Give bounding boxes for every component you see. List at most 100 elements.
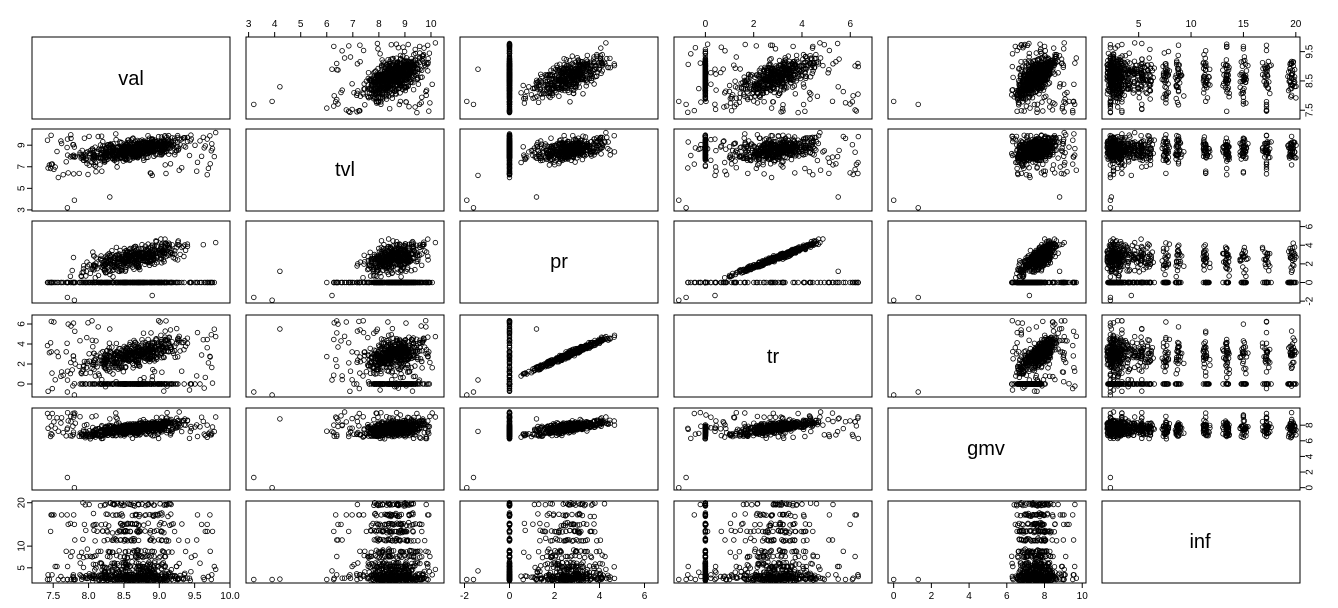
point-val-vs-inf (1293, 95, 1299, 101)
point-val-vs-pr (567, 57, 573, 64)
panel-val-vs-gmv (887, 36, 1087, 120)
point-val-vs-tr (855, 91, 861, 97)
point-val-vs-tr (768, 56, 774, 62)
point-val-vs-tvl (373, 85, 379, 91)
tick-label-tvl: 3 (246, 19, 252, 30)
diagonal-label-pr: pr (550, 251, 568, 273)
point-val-vs-gmv (1009, 63, 1015, 70)
point-val-vs-gmv (1056, 84, 1063, 90)
tick-label-pr: 2 (552, 591, 558, 602)
point-tvl-vs-pr (518, 159, 524, 166)
panel-tr-vs-gmv (887, 314, 1087, 398)
point-tvl-vs-val (85, 171, 91, 178)
point-tvl-vs-val (198, 153, 205, 159)
point-val-vs-tvl (412, 50, 419, 57)
row-tick-label-gmv: 0 (1305, 484, 1316, 490)
point-val-vs-gmv (1042, 48, 1048, 54)
point-val-vs-pr (591, 81, 597, 87)
point-val-vs-tvl (354, 90, 360, 96)
point-val-vs-tvl (379, 90, 385, 97)
point-val-vs-tr (732, 78, 738, 84)
point-val-vs-tr (712, 106, 719, 113)
point-val-vs-tr (790, 43, 796, 50)
point-tvl-vs-val (162, 162, 168, 168)
point-val-vs-tvl (395, 80, 402, 87)
point-val-vs-inf (1267, 90, 1273, 97)
point-val-vs-tvl (380, 80, 386, 86)
point-val-vs-gmv (1018, 107, 1025, 114)
point-val-vs-tr (825, 70, 831, 76)
point-val-vs-tr (821, 42, 827, 48)
point-val-vs-tr (817, 55, 824, 61)
point-val-vs-pr (521, 100, 528, 106)
point-val-vs-tvl (407, 65, 413, 71)
point-val-vs-tvl (329, 66, 335, 72)
panel-inf-vs-tvl (245, 500, 445, 584)
point-val-vs-gmv (1050, 45, 1057, 51)
panel-pr-vs-pr (459, 220, 659, 304)
panel-pr-vs-gmv (887, 220, 1087, 304)
point-val-vs-tvl (410, 86, 417, 93)
row-tick-label-val: 7.5 (1305, 103, 1316, 117)
scatter-points (44, 40, 1299, 584)
point-val-vs-inf (1263, 42, 1270, 48)
point-tvl-vs-val (204, 171, 210, 178)
point-val-vs-inf (1223, 108, 1230, 114)
tick-label-val: 9.0 (152, 591, 166, 602)
point-val-vs-tvl (383, 96, 390, 102)
point-val-vs-tvl (396, 101, 402, 108)
point-val-vs-tvl (423, 88, 429, 95)
point-val-vs-tr (836, 56, 842, 62)
point-tvl-vs-val (207, 161, 213, 167)
panel-tvl-vs-inf (1101, 128, 1301, 212)
tick-label-tvl: 7 (350, 19, 356, 30)
point-val-vs-tr (850, 93, 856, 99)
tick-label-inf: 10 (1185, 19, 1197, 30)
point-val-vs-tr (835, 84, 841, 90)
point-val-vs-pr (524, 88, 530, 95)
point-tvl-vs-val (65, 170, 71, 176)
point-val-vs-tr (801, 84, 807, 90)
point-val-vs-tr (733, 54, 739, 60)
diagonal-label-inf: inf (1189, 531, 1211, 553)
point-val-vs-tvl (376, 81, 382, 87)
point-val-vs-tvl (357, 107, 363, 114)
point-val-vs-tvl (414, 109, 420, 116)
point-tvl-vs-val (71, 197, 78, 203)
row-tick-label-tr: 6 (17, 321, 28, 327)
point-val-vs-tvl (429, 81, 435, 87)
point-val-vs-tr (768, 105, 775, 111)
point-val-vs-tvl (425, 68, 431, 74)
point-val-vs-tvl (397, 69, 404, 76)
panel-gmv-vs-inf (1101, 407, 1301, 491)
point-val-vs-tr (698, 99, 704, 105)
point-val-vs-pr (604, 55, 610, 62)
point-val-vs-pr (567, 99, 573, 105)
point-val-vs-pr (518, 90, 524, 96)
point-val-vs-tvl (412, 46, 418, 53)
panel-tvl-vs-pr (459, 128, 659, 212)
row-tick-label-val: 9.5 (1305, 44, 1316, 58)
point-val-vs-inf (1147, 96, 1153, 102)
tick-label-inf: 20 (1290, 19, 1302, 30)
point-val-vs-tvl (251, 101, 257, 108)
point-val-vs-tvl (374, 40, 381, 47)
point-val-vs-tvl (378, 101, 384, 107)
point-val-vs-tvl (423, 63, 429, 70)
point-val-vs-tvl (339, 48, 345, 54)
point-val-vs-pr (557, 61, 563, 68)
point-val-vs-inf (1146, 55, 1152, 61)
point-val-vs-gmv (1037, 41, 1043, 47)
point-tvl-vs-val (81, 135, 88, 141)
point-val-vs-tvl (389, 71, 395, 77)
tick-label-tvl: 5 (298, 19, 304, 30)
point-val-vs-tvl (400, 44, 406, 50)
point-val-vs-inf (1263, 47, 1270, 54)
point-tvl-vs-val (48, 132, 54, 138)
point-val-vs-tvl (387, 105, 393, 112)
point-tvl-vs-val (93, 168, 99, 175)
row-tick-label-gmv: 4 (1305, 453, 1316, 459)
point-tvl-vs-val (60, 171, 66, 178)
row-tick-label-pr: 2 (1305, 261, 1316, 267)
point-val-vs-tvl (378, 62, 385, 69)
